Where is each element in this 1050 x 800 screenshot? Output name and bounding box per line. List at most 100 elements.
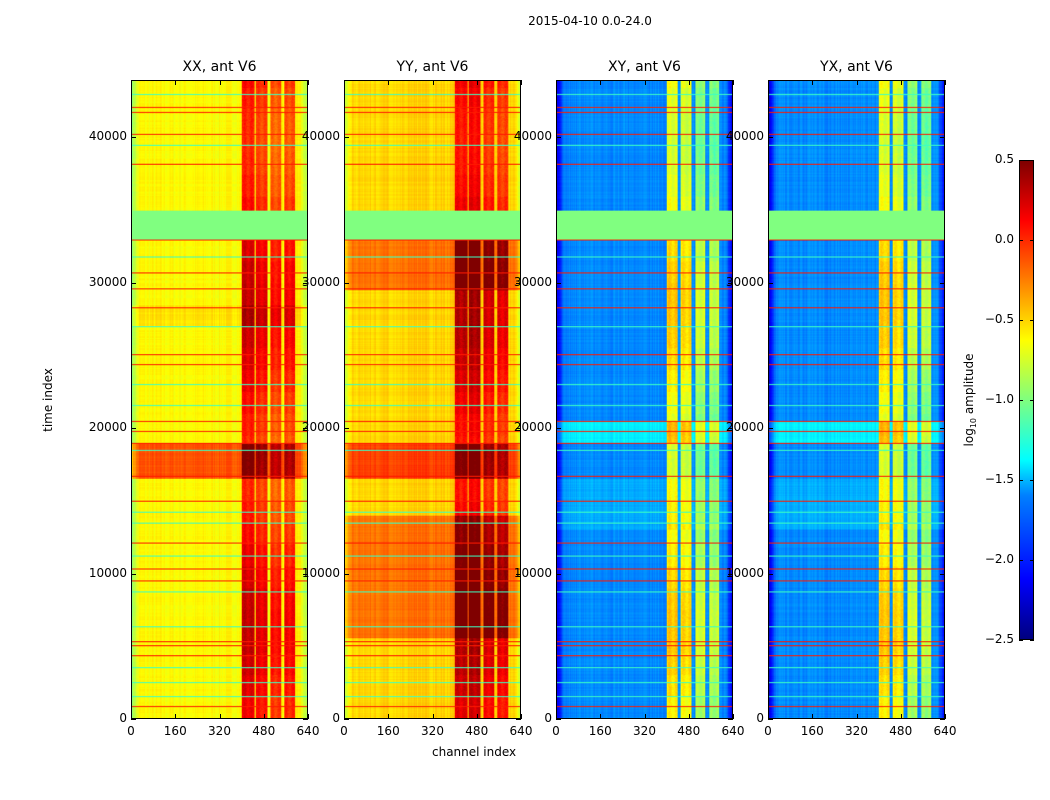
y-tick-label: 20000: [301, 420, 340, 435]
colorbar-label-suffix: amplitude: [961, 353, 976, 418]
heatmap-panel: [344, 80, 521, 719]
heatmap-image: [345, 81, 520, 718]
y-tick: [556, 282, 561, 284]
x-tick-label: 0: [127, 724, 135, 738]
colorbar-tick-right: [1030, 480, 1034, 481]
y-tick: [768, 282, 773, 284]
x-tick-label: 480: [677, 724, 701, 738]
panel-title: YX, ant V6: [820, 59, 893, 75]
y-tick-label: 20000: [88, 420, 127, 435]
x-tick-label: 480: [252, 724, 276, 738]
x-tick-top: [521, 80, 522, 85]
x-tick-top: [388, 80, 390, 85]
colorbar-label-prefix: log: [961, 428, 976, 447]
x-axis-label: channel index: [432, 745, 517, 759]
y-tick-right: [516, 573, 521, 575]
y-tick-right: [516, 137, 521, 139]
y-tick: [344, 137, 349, 139]
x-tick: [900, 714, 902, 719]
heatmap-image: [132, 81, 307, 718]
x-tick: [432, 714, 434, 719]
x-tick: [131, 714, 132, 719]
x-tick-top: [856, 80, 858, 85]
x-tick: [644, 714, 646, 719]
colorbar-tick: [1019, 480, 1023, 481]
x-tick-top: [688, 80, 690, 85]
y-tick: [131, 428, 136, 430]
y-tick-right: [303, 282, 308, 284]
y-tick-right: [303, 719, 308, 720]
y-tick-label: 10000: [725, 565, 764, 580]
y-tick-label: 40000: [301, 129, 340, 144]
y-tick-label: 0: [119, 711, 127, 725]
x-tick: [556, 714, 557, 719]
y-tick: [131, 282, 136, 284]
colorbar-tick-label: 0.0: [994, 232, 1014, 246]
x-tick-label: 160: [800, 724, 824, 738]
y-tick-right: [728, 573, 733, 575]
figure-title: 2015-04-10 0.0-24.0: [528, 14, 652, 28]
x-tick-label: 320: [421, 724, 444, 738]
y-tick: [768, 428, 773, 430]
colorbar-tick: [1019, 160, 1023, 161]
x-tick-top: [812, 80, 814, 85]
x-tick-top: [733, 80, 734, 85]
x-tick: [688, 714, 690, 719]
x-tick: [856, 714, 858, 719]
y-tick: [768, 137, 773, 139]
y-tick-label: 30000: [301, 274, 340, 289]
x-tick: [768, 714, 769, 719]
y-tick-label: 40000: [513, 129, 552, 144]
x-tick-top: [644, 80, 646, 85]
x-tick: [812, 714, 814, 719]
heatmap-panel: [131, 80, 308, 719]
y-tick-label: 10000: [301, 565, 340, 580]
heatmap-image: [769, 81, 944, 718]
x-tick-label: 640: [933, 724, 957, 738]
colorbar-tick-label: −1.0: [984, 392, 1014, 406]
y-tick-right: [516, 282, 521, 284]
colorbar-tick: [1019, 640, 1023, 641]
x-tick-top: [175, 80, 177, 85]
x-tick: [219, 714, 221, 719]
x-tick-top: [900, 80, 902, 85]
y-tick-label: 0: [756, 711, 764, 725]
y-tick: [344, 719, 349, 720]
panel-title: YY, ant V6: [396, 59, 469, 75]
y-tick-right: [728, 137, 733, 139]
colorbar-tick: [1019, 240, 1023, 241]
x-tick: [945, 714, 946, 719]
y-tick: [768, 573, 773, 575]
y-tick-right: [940, 719, 945, 720]
y-tick-label: 20000: [513, 420, 552, 435]
x-tick-top: [945, 80, 946, 85]
y-tick-label: 0: [544, 711, 552, 725]
heatmap-panel: [556, 80, 733, 719]
y-tick-right: [516, 719, 521, 720]
x-tick-top: [432, 80, 434, 85]
x-tick: [521, 714, 522, 719]
x-tick: [344, 714, 345, 719]
x-tick-label: 320: [208, 724, 231, 738]
x-tick: [600, 714, 602, 719]
panel-title: XX, ant V6: [182, 59, 257, 75]
x-tick-label: 0: [552, 724, 560, 738]
x-tick-label: 640: [296, 724, 320, 738]
x-tick-label: 320: [845, 724, 868, 738]
x-tick-top: [308, 80, 309, 85]
colorbar-tick: [1019, 560, 1023, 561]
x-tick-label: 480: [465, 724, 489, 738]
y-tick-right: [940, 282, 945, 284]
heatmap-image: [557, 81, 732, 718]
y-tick: [556, 719, 561, 720]
x-tick-label: 0: [340, 724, 348, 738]
y-tick-label: 30000: [513, 274, 552, 289]
y-tick-label: 30000: [88, 274, 127, 289]
y-tick: [556, 137, 561, 139]
panel-title: XY, ant V6: [608, 59, 681, 75]
x-tick-top: [219, 80, 221, 85]
colorbar-tick-right: [1030, 320, 1034, 321]
colorbar-tick-label: −1.5: [984, 472, 1014, 486]
colorbar-tick-label: −2.5: [984, 632, 1014, 646]
